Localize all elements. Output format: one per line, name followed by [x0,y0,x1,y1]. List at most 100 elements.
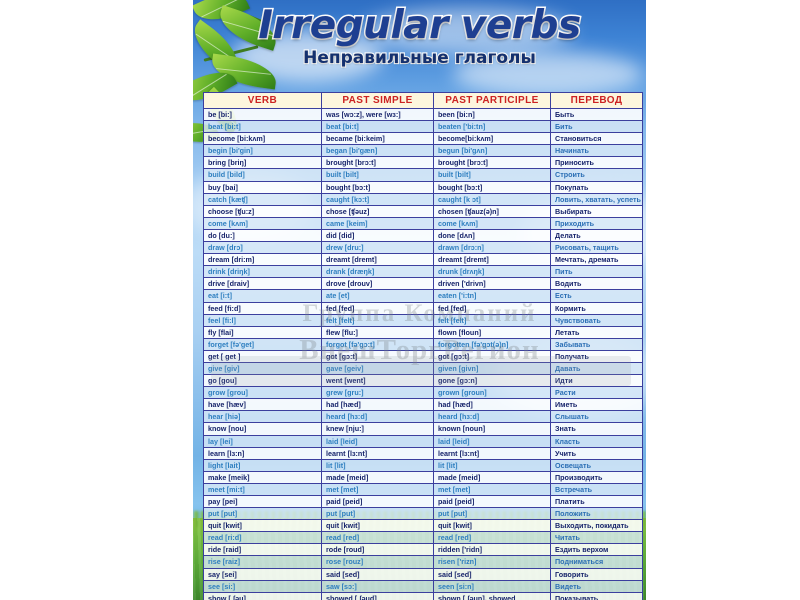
verb-cell: rise [raiz] [203,555,322,569]
verb-cell: be [bi:] [203,107,322,122]
past-participle-cell: paid [peid] [433,494,551,509]
past-simple-cell: got [gɔ:t] [321,349,434,363]
past-participle-cell: seen [si:n] [433,579,551,593]
past-simple-cell: did [did] [321,228,434,243]
past-simple-cell: began [bi'gæn] [321,144,434,158]
past-simple-cell: grew [gru:] [321,386,434,400]
past-simple-cell: drove [drouv] [321,277,434,291]
verb-cell: put [put] [203,507,322,521]
past-simple-cell: laid [leid] [321,434,434,448]
verb-cell: catch [kæʧ] [203,192,322,206]
verb-cell: get [ get ] [203,349,322,363]
translation-cell: Идти [550,374,643,388]
table-row: meet [mi:t] met [met] met [met] Встречать [203,482,643,497]
translation-cell: Водить [550,277,643,291]
table-row: light [lait] lit [lit] lit [lit] Освещать [203,458,643,472]
translation-cell: Слышать [550,410,643,424]
past-participle-cell: read [red] [433,531,551,545]
verb-cell: quit [kwit] [203,519,322,533]
verb-cell: draw [drɔ] [203,241,322,255]
table-row: quit [kwit] quit [kwit] quit [kwit] Выходит… [203,519,643,533]
column-header-past-simple: PAST SIMPLE [321,92,434,109]
table-row: begin [bi'gin] began [bi'gæn] begun [bi'gʌ… [203,144,643,158]
past-participle-cell: eaten ['i:tn] [433,289,551,303]
past-simple-cell: saw [sɔ:] [321,579,434,593]
past-simple-cell: made [meid] [321,470,434,484]
verb-cell: eat [i:t] [203,289,322,303]
past-participle-cell: quit [kwit] [433,519,551,533]
table-row: go [gou] went [went] gone [gɔ:n] Идти [203,374,643,388]
past-simple-cell: ate [et] [321,289,434,303]
irregular-verbs-table: VERB PAST SIMPLE PAST PARTICIPLE ПЕРЕВОД… [203,92,643,600]
translation-cell: Мечтать, дремать [550,253,643,267]
past-participle-cell: brought [brɔ:t] [433,156,551,170]
past-simple-cell: beat [bi:t] [321,120,434,134]
translation-cell: Приходить [550,216,643,230]
page-title: Irregular verbs [257,3,583,48]
table-row: rise [raiz] rose [rouz] risen ['rizn] Подни… [203,555,643,569]
translation-cell: Ездить верхом [550,543,643,557]
translation-cell: Показывать [550,591,643,600]
translation-cell: Знать [550,422,643,436]
verb-cell: become [bi:kʌm] [203,132,322,146]
verb-cell: go [gou] [203,374,322,388]
past-simple-cell: was [wɔ:z], were [wɜ:] [321,107,434,122]
translation-cell: Приносить [550,156,643,170]
past-simple-cell: brought [brɔ:t] [321,156,434,170]
table-row: learn [lɜ:n] learnt [lɜ:nt] learnt [lɜ:nt]… [203,446,643,460]
past-participle-cell: chosen [ʧauz(ə)n] [433,204,551,218]
translation-cell: Строить [550,168,643,182]
translation-cell: Покупать [550,180,643,194]
table-row: read [ri:d] read [red] read [red] Читать [203,531,643,545]
table-row: become [bi:kʌm] became [bi:keim] become[bi… [203,132,643,146]
past-participle-cell: dreamt [dremt] [433,253,551,267]
table-row: show [ ʃəu] showed [ ʃəud] shown [ ʃəun], … [203,591,643,600]
past-participle-cell: gone [gɔ:n] [433,374,551,388]
past-simple-cell: went [went] [321,374,434,388]
past-participle-cell: drawn [drɔ:n] [433,241,551,255]
table-body: be [bi:] was [wɔ:z], were [wɜ:] been [bi:n… [203,107,643,600]
past-simple-cell: drank [dræŋk] [321,265,434,279]
past-participle-cell: bought [bɔ:t] [433,180,551,194]
verb-cell: fly [flai] [203,325,322,339]
verb-cell: meet [mi:t] [203,482,322,497]
verb-cell: light [lait] [203,458,322,472]
verb-cell: say [sei] [203,567,322,581]
past-participle-cell: beaten ['bi:tn] [433,120,551,134]
table-row: say [sei] said [sed] said [sed] Говорить [203,567,643,581]
past-participle-cell: built [bilt] [433,168,551,182]
table-row: see [si:] saw [sɔ:] seen [si:n] Видеть [203,579,643,593]
table-row: drive [draiv] drove [drouv] driven ['drivn… [203,277,643,291]
past-participle-cell: shown [ ʃəun], showed [433,591,551,600]
past-participle-cell: begun [bi'gʌn] [433,144,551,158]
verb-cell: feed [fi:d] [203,301,322,315]
translation-cell: Бить [550,120,643,134]
past-participle-cell: grown [groun] [433,386,551,400]
table-row: feed [fi:d] fed [fed] fed [fed] Кормить [203,301,643,315]
verb-cell: hear [hiə] [203,410,322,424]
translation-cell: Выбирать [550,204,643,218]
translation-cell: Учить [550,446,643,460]
translation-cell: Становиться [550,132,643,146]
page-subtitle: Неправильные глаголы [302,47,537,69]
translation-cell: Чувствовать [550,313,643,327]
past-simple-cell: met [met] [321,482,434,497]
verb-cell: grow [grou] [203,386,322,400]
verb-cell: drive [draiv] [203,277,322,291]
verb-cell: bring [briŋ] [203,156,322,170]
past-simple-cell: lit [lit] [321,458,434,472]
past-participle-cell: put [put] [433,507,551,521]
cloud-shape [363,8,573,54]
translation-cell: Платить [550,494,643,509]
past-participle-cell: forgotten [fə'gɔt(ə)n] [433,337,551,351]
past-participle-cell: driven ['drivn] [433,277,551,291]
verb-cell: choose [ʧu:z] [203,204,322,218]
verb-cell: lay [lei] [203,434,322,448]
past-participle-cell: drunk [drʌŋk] [433,265,551,279]
table-row: drink [driŋk] drank [dræŋk] drunk [drʌŋk] П… [203,265,643,279]
translation-cell: Расти [550,386,643,400]
verb-cell: read [ri:d] [203,531,322,545]
translation-cell: Класть [550,434,643,448]
past-simple-cell: knew [nju:] [321,422,434,436]
